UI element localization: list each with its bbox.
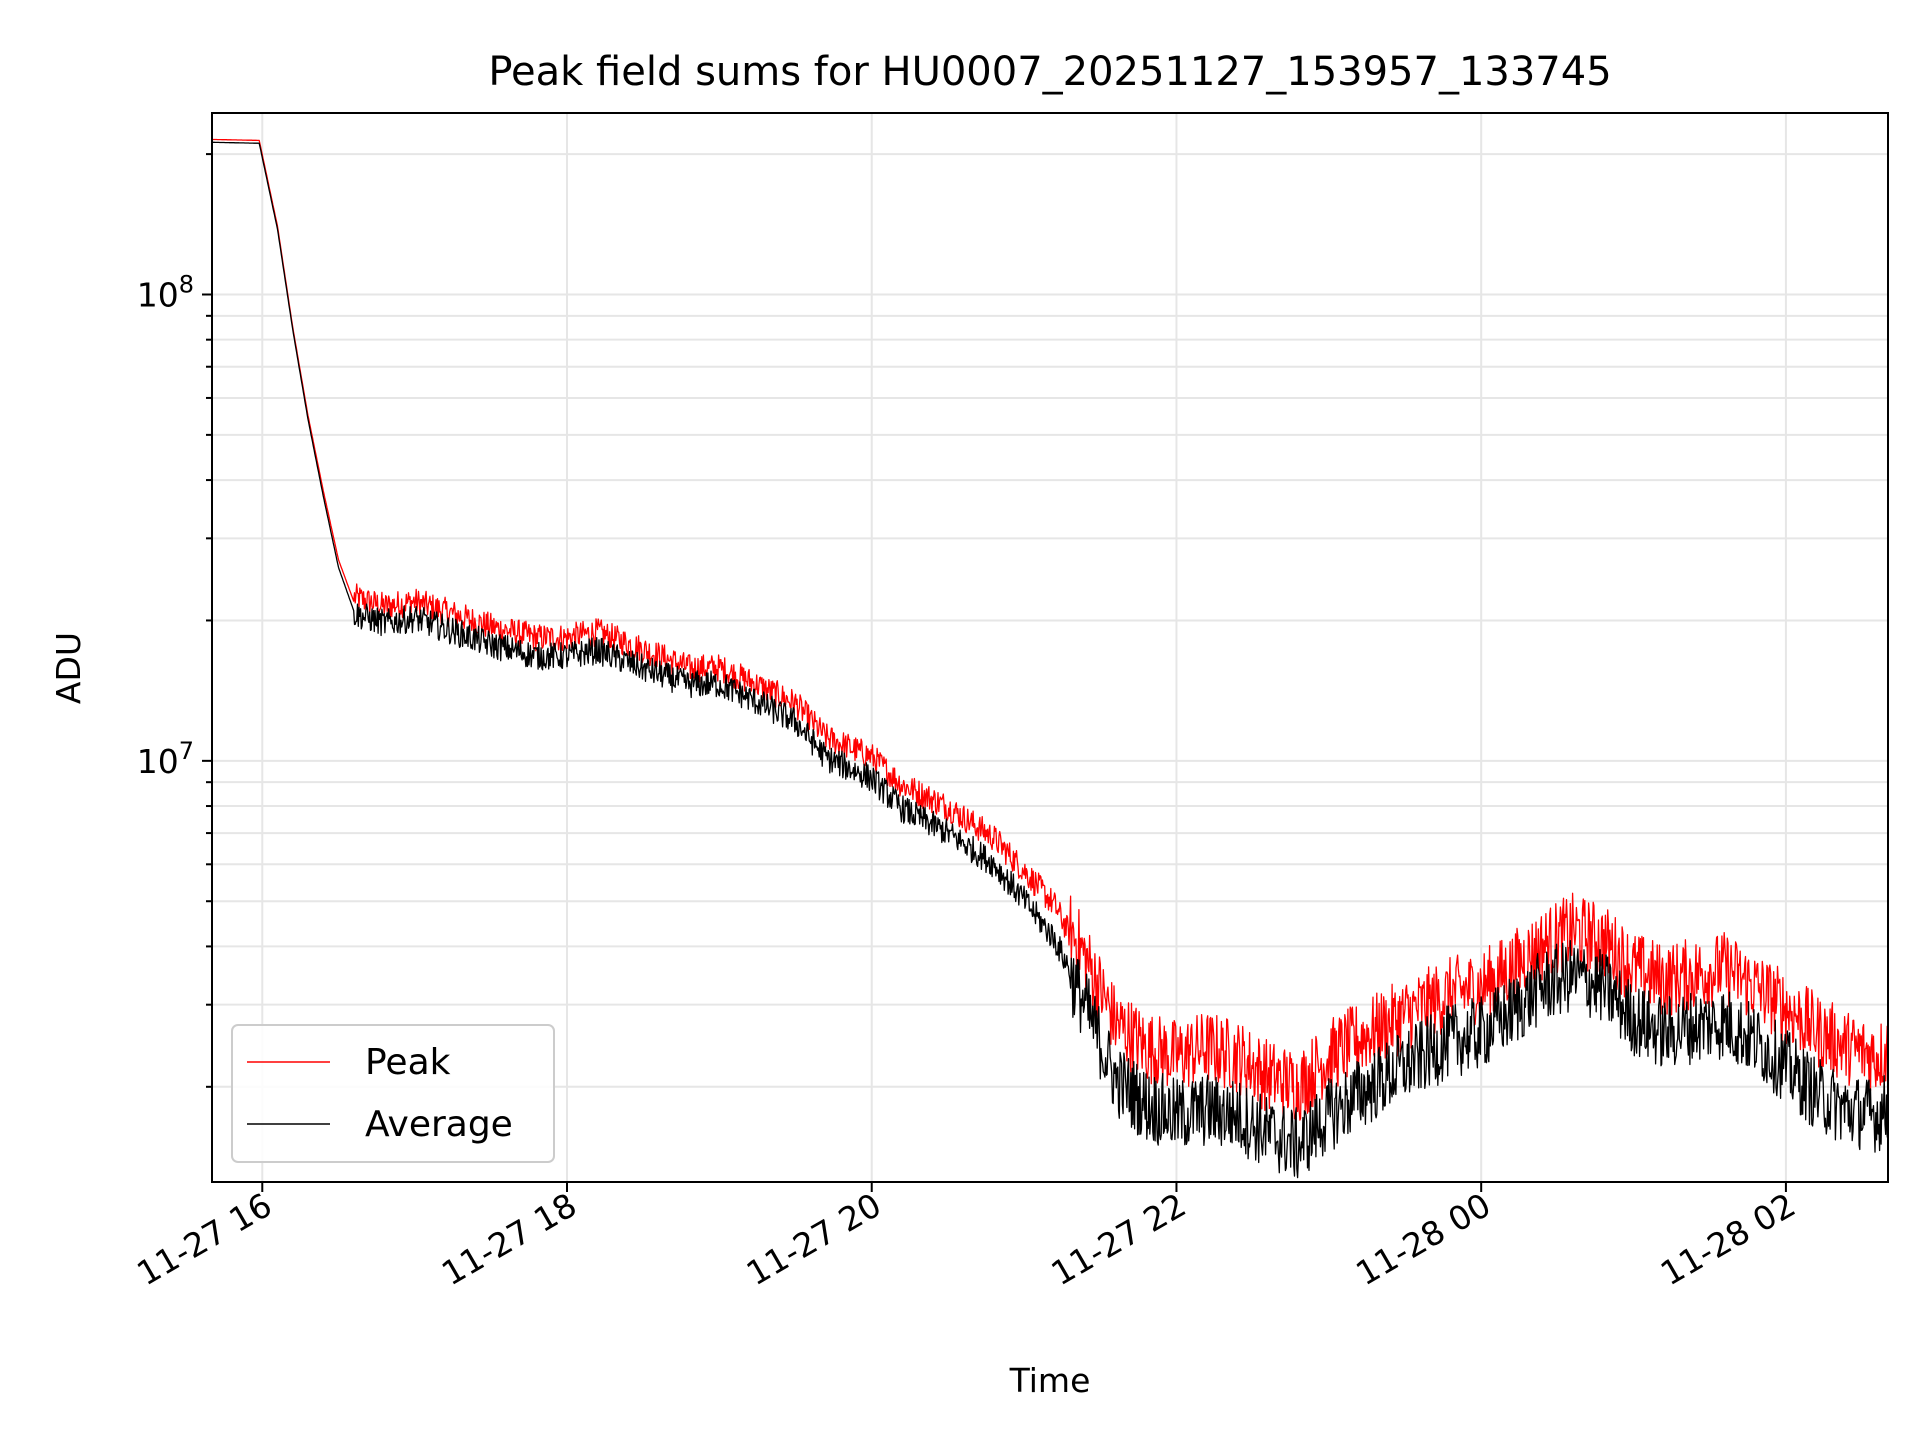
y-axis-label: ADU xyxy=(49,632,88,704)
legend-box xyxy=(231,1024,555,1163)
x-axis-label: Time xyxy=(1009,1361,1091,1400)
peak-series-line xyxy=(212,138,1888,1121)
grid-layer xyxy=(212,113,1888,1182)
chart-title: Peak field sums for HU0007_20251127_1539… xyxy=(488,49,1611,95)
average-series-line xyxy=(212,141,1888,1179)
y-tick-layer: 107 108 xyxy=(137,153,212,1088)
y-tick-label: 107 xyxy=(137,737,194,781)
y-tick-label: 108 xyxy=(137,270,194,314)
axes-layer xyxy=(211,112,1889,1183)
legend: Peak Average xyxy=(231,1024,555,1163)
series-layer xyxy=(212,138,1888,1179)
legend-average-label: Average xyxy=(365,1104,513,1145)
legend-peak-label: Peak xyxy=(365,1042,451,1083)
plot-frame xyxy=(211,112,1889,1183)
